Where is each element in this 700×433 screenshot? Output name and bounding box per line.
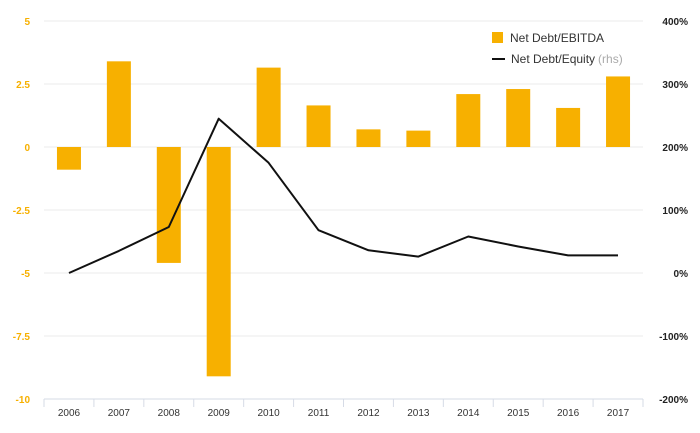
- y-axis-left: 5 2.5 0 -2.5 -5 -7.5 -10: [13, 17, 31, 406]
- x-tick-label: 2011: [308, 408, 330, 419]
- line-path: [68, 117, 618, 274]
- x-tick-label: 2007: [108, 408, 131, 419]
- y-left-tick-label: 2.5: [16, 80, 30, 91]
- x-tick-label: 2008: [158, 408, 181, 419]
- legend-swatch-bar: [492, 32, 503, 43]
- x-tick-label: 2017: [607, 408, 630, 419]
- bar: [306, 105, 331, 147]
- x-axis: 2006 2007 2008 2009 2010 2011 2012 2013 2014 2015…: [43, 399, 644, 419]
- bar: [406, 130, 431, 147]
- x-tick-label: 2015: [507, 408, 530, 419]
- bar: [506, 89, 531, 147]
- y-right-tick-label: 400%: [662, 17, 688, 28]
- x-tick-label: 2016: [557, 408, 580, 419]
- bar-series: [56, 61, 631, 377]
- x-tick-label: 2013: [407, 408, 430, 419]
- bar: [106, 61, 131, 147]
- y-left-tick-label: -10: [16, 395, 31, 406]
- legend-label-line: Net Debt/Equity: [511, 51, 596, 66]
- line-series: [68, 117, 618, 274]
- bar: [356, 129, 381, 147]
- y-left-tick-label: 0: [24, 143, 30, 154]
- bar: [56, 147, 81, 170]
- y-right-tick-label: 200%: [662, 143, 688, 154]
- legend-label-bar: Net Debt/EBITDA: [510, 30, 605, 45]
- bar: [156, 147, 181, 263]
- bar: [456, 94, 481, 147]
- x-tick-label: 2009: [208, 408, 231, 419]
- legend-item-bar: Net Debt/EBITDA: [492, 27, 623, 48]
- bar: [606, 76, 631, 147]
- x-tick-label: 2012: [357, 408, 380, 419]
- bar: [256, 67, 281, 147]
- y-right-tick-label: 100%: [662, 206, 688, 217]
- legend-item-line: Net Debt/Equity (rhs): [492, 48, 623, 69]
- y-right-tick-label: 300%: [662, 80, 688, 91]
- gridlines: [44, 20, 643, 400]
- y-left-tick-label: -5: [21, 269, 30, 280]
- y-left-tick-label: -7.5: [13, 332, 31, 343]
- y-left-tick-label: 5: [24, 17, 30, 28]
- legend: Net Debt/EBITDA Net Debt/Equity (rhs): [492, 27, 623, 69]
- legend-swatch-line: [492, 57, 505, 60]
- x-tick-label: 2010: [258, 408, 281, 419]
- legend-label-suffix: (rhs): [598, 51, 623, 66]
- x-tick-label: 2014: [457, 408, 480, 419]
- x-tick-label: 2006: [58, 408, 81, 419]
- y-axis-right: 400% 300% 200% 100% 0% -100% -200%: [659, 17, 688, 406]
- y-left-tick-label: -2.5: [13, 206, 31, 217]
- y-right-tick-label: -200%: [659, 395, 688, 406]
- bar: [556, 107, 581, 147]
- bar: [206, 147, 231, 377]
- y-right-tick-label: 0%: [674, 269, 689, 280]
- y-right-tick-label: -100%: [659, 332, 688, 343]
